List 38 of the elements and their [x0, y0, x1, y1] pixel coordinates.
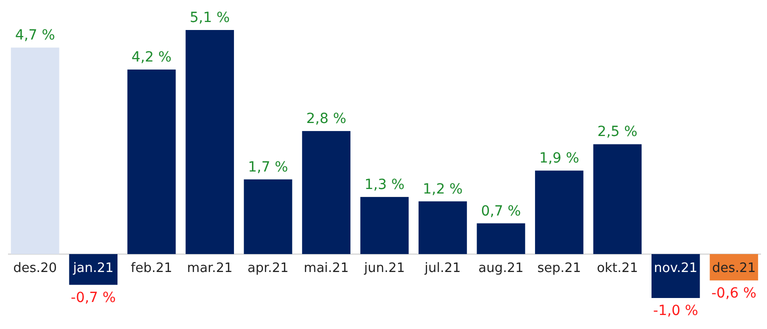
bar: [652, 254, 700, 298]
x-tick-label: des.21: [712, 261, 756, 276]
data-label: 5,1 %: [190, 10, 230, 26]
data-label: 2,5 %: [597, 124, 638, 140]
data-label: 4,2 %: [132, 50, 172, 66]
data-label: -0,6 %: [711, 285, 756, 302]
bar: [418, 201, 467, 254]
data-label: 1,9 %: [539, 150, 580, 167]
x-tick-label: nov.21: [654, 261, 698, 276]
x-tick-label: jan.21: [72, 261, 114, 276]
bar: [186, 30, 234, 254]
x-tick-label: des.20: [13, 261, 57, 276]
data-label: 1,2 %: [422, 181, 463, 198]
x-tick-label: aug.21: [478, 261, 524, 276]
x-tick-label: jul.21: [424, 261, 461, 276]
data-label: -1,0 %: [653, 303, 698, 319]
data-label: 0,7 %: [480, 203, 521, 220]
x-tick-label: sep.21: [537, 261, 582, 276]
bar: [244, 179, 292, 254]
data-label: 2,8 %: [306, 111, 346, 128]
x-tick-label: okt.21: [596, 261, 638, 276]
x-tick-label: mai.21: [304, 261, 349, 276]
data-label: -0,7 %: [70, 290, 116, 306]
x-tick-label: apr.21: [248, 261, 289, 276]
x-tick-label: jun.21: [363, 261, 405, 276]
bar: [302, 131, 350, 254]
x-tick-label: feb.21: [130, 261, 172, 276]
bar: [593, 144, 642, 254]
bar: [476, 223, 526, 254]
data-label: 1,7 %: [248, 159, 288, 176]
bar: [69, 254, 118, 285]
bar: [535, 170, 584, 254]
data-label: 4,7 %: [15, 28, 56, 44]
data-label: 1,3 %: [364, 176, 405, 193]
bar: [360, 196, 409, 254]
bar: [10, 48, 60, 254]
bar: [127, 70, 176, 254]
x-tick-label: mar.21: [187, 261, 233, 276]
